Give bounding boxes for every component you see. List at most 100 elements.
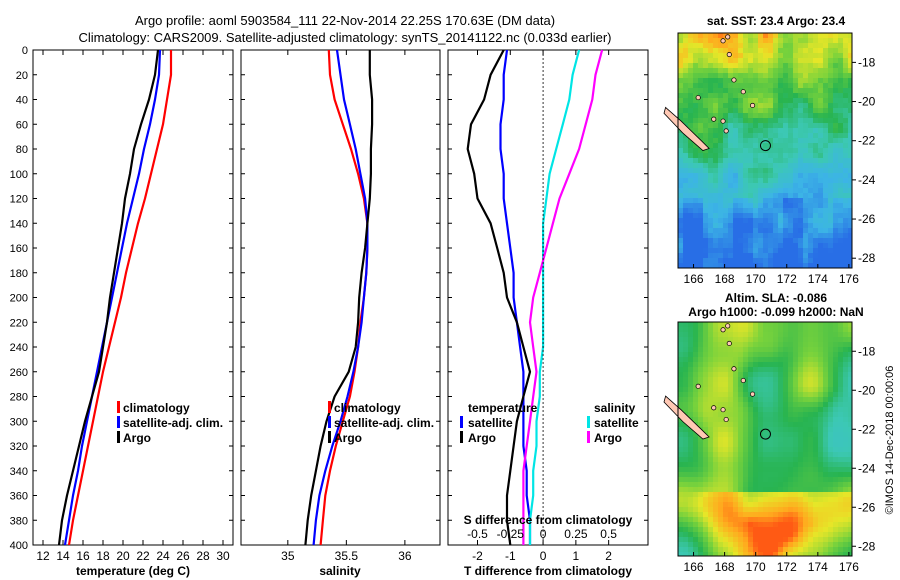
map-cell bbox=[773, 143, 778, 148]
map-cell bbox=[828, 552, 833, 556]
map-cell bbox=[738, 507, 743, 512]
map-cell bbox=[808, 492, 813, 497]
map-cell bbox=[723, 208, 728, 213]
map-cell bbox=[688, 517, 693, 522]
island bbox=[723, 416, 729, 423]
map-cell bbox=[688, 327, 693, 332]
map-cell bbox=[788, 522, 793, 527]
map-cell bbox=[723, 387, 728, 392]
map-cell bbox=[728, 487, 733, 492]
map-cell bbox=[693, 542, 698, 547]
map-cell bbox=[683, 467, 688, 472]
map-cell bbox=[828, 238, 833, 243]
map-cell bbox=[798, 158, 803, 163]
map-cell bbox=[713, 432, 718, 437]
map-cell bbox=[763, 158, 768, 163]
map-cell bbox=[823, 322, 828, 327]
map-cell bbox=[728, 447, 733, 452]
map-cell bbox=[703, 243, 708, 248]
map-cell bbox=[833, 118, 838, 123]
map-cell bbox=[788, 53, 793, 58]
map-y-tick-label: -22 bbox=[858, 422, 876, 436]
map-cell bbox=[688, 467, 693, 472]
temperature-panel bbox=[32, 49, 234, 546]
map-cell bbox=[768, 53, 773, 58]
map-cell bbox=[738, 243, 743, 248]
map-cell bbox=[698, 218, 703, 223]
map-cell bbox=[713, 248, 718, 253]
map-cell bbox=[693, 537, 698, 542]
map-cell bbox=[788, 477, 793, 482]
map-cell bbox=[808, 43, 813, 48]
map-cell bbox=[728, 497, 733, 502]
difference-secondary-label: S difference from climatology bbox=[464, 513, 633, 527]
map-cell bbox=[693, 223, 698, 228]
map-cell bbox=[798, 128, 803, 133]
map-cell bbox=[788, 253, 793, 258]
map-cell bbox=[748, 527, 753, 532]
map-cell bbox=[793, 412, 798, 417]
map-cell bbox=[738, 143, 743, 148]
map-cell bbox=[818, 477, 823, 482]
map-cell bbox=[783, 158, 788, 163]
new-caledonia-land bbox=[663, 395, 710, 440]
map-cell bbox=[808, 168, 813, 173]
map-cell bbox=[698, 337, 703, 342]
map-cell bbox=[828, 457, 833, 462]
map-cell bbox=[783, 48, 788, 53]
map-cell bbox=[803, 118, 808, 123]
map-cell bbox=[838, 467, 843, 472]
map-cell bbox=[718, 477, 723, 482]
map-cell bbox=[708, 552, 713, 556]
map-cell bbox=[683, 392, 688, 397]
map-cell bbox=[833, 487, 838, 492]
map-cell bbox=[738, 53, 743, 58]
map-cell bbox=[798, 223, 803, 228]
map-cell bbox=[778, 377, 783, 382]
map-cell bbox=[768, 522, 773, 527]
map-cell bbox=[728, 412, 733, 417]
map-cell bbox=[708, 218, 713, 223]
map-cell bbox=[798, 123, 803, 128]
map-cell bbox=[713, 173, 718, 178]
map-cell bbox=[823, 472, 828, 477]
map-cell bbox=[758, 108, 763, 113]
depth-tick-label: 80 bbox=[16, 144, 28, 156]
map-cell bbox=[828, 48, 833, 53]
map-cell bbox=[778, 387, 783, 392]
map-cell bbox=[688, 188, 693, 193]
map-cell bbox=[833, 128, 838, 133]
map-cell bbox=[703, 457, 708, 462]
map-cell bbox=[718, 357, 723, 362]
map-cell bbox=[733, 377, 738, 382]
map-cell bbox=[833, 517, 838, 522]
map-cell bbox=[688, 178, 693, 183]
map-cell bbox=[708, 163, 713, 168]
map-cell bbox=[823, 422, 828, 427]
map-cell bbox=[818, 53, 823, 58]
map-cell bbox=[793, 138, 798, 143]
map-cell bbox=[793, 397, 798, 402]
map-cell bbox=[693, 437, 698, 442]
map-cell bbox=[783, 467, 788, 472]
map-cell bbox=[818, 387, 823, 392]
map-cell bbox=[728, 377, 733, 382]
map-cell bbox=[808, 367, 813, 372]
map-cell bbox=[818, 542, 823, 547]
map-cell bbox=[798, 502, 803, 507]
map-cell bbox=[848, 412, 852, 417]
map-cell bbox=[688, 507, 693, 512]
map-cell bbox=[828, 397, 833, 402]
map-cell bbox=[693, 263, 698, 268]
map-cell bbox=[728, 48, 733, 53]
map-cell bbox=[748, 98, 753, 103]
map-cell bbox=[778, 53, 783, 58]
map-cell bbox=[748, 532, 753, 537]
map-cell bbox=[768, 462, 773, 467]
map-cell bbox=[793, 73, 798, 78]
map-cell bbox=[758, 93, 763, 98]
map-cell bbox=[683, 427, 688, 432]
map-cell bbox=[793, 93, 798, 98]
map-cell bbox=[758, 213, 763, 218]
map-cell bbox=[698, 462, 703, 467]
